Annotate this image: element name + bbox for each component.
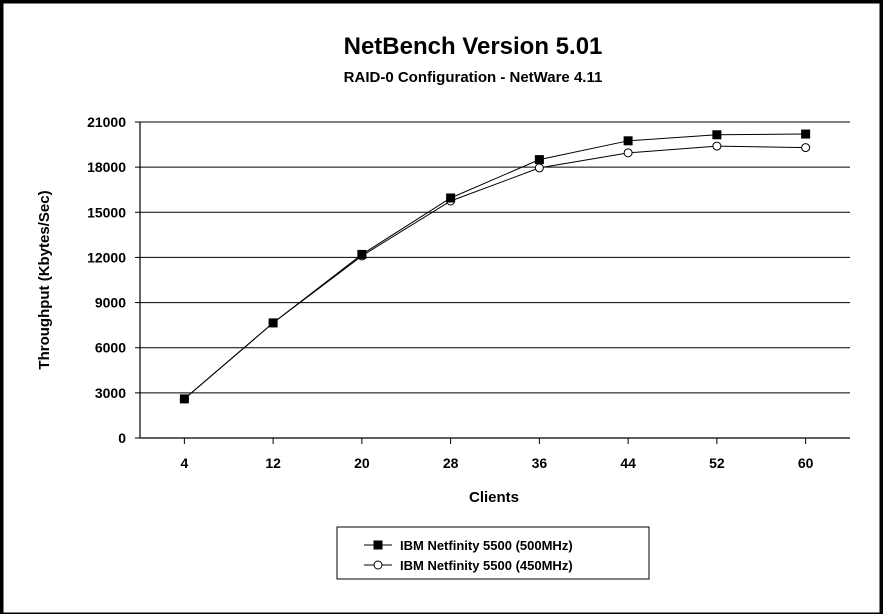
data-point [534,163,544,173]
y-tick-label: 6000 [95,340,126,356]
y-tick-label: 9000 [95,295,126,311]
data-point [801,143,811,153]
data-point [623,148,633,158]
series-layer [179,129,811,404]
x-tick-label: 12 [265,455,281,471]
x-tick-label: 60 [798,455,814,471]
x-tick-label: 28 [443,455,459,471]
y-tick-label: 12000 [87,249,126,265]
data-point [534,155,544,165]
data-point [357,249,367,259]
data-point [623,136,633,146]
x-axis-label: Clients [469,489,519,506]
x-tick-label: 20 [354,455,370,471]
x-axis: 4 12 20 28 36 44 52 60 [140,437,850,471]
plot-area [140,121,850,394]
data-point [179,394,189,404]
legend-box [336,526,650,580]
x-tick-label: 44 [620,455,636,471]
data-point [712,141,722,151]
y-axis-label: Throughput (Kbytes/Sec) [36,190,53,369]
legend-marker [373,540,383,550]
x-tick-label: 4 [180,455,188,471]
series-line [184,133,806,400]
data-point [712,130,722,140]
legend-marker [373,560,383,570]
y-axis: 0 3000 6000 9000 12000 15000 18000 21000 [87,114,141,446]
data-point [446,193,456,203]
legend-label: IBM Netfinity 5500 (500MHz) [400,538,573,553]
y-tick-label: 0 [118,430,126,446]
y-tick-label: 18000 [87,159,126,175]
data-point [268,318,278,328]
series-1 [179,129,811,404]
data-point [801,129,811,139]
legend: IBM Netfinity 5500 (500MHz) IBM Netfinity… [336,526,650,580]
y-tick-label: 15000 [87,204,126,220]
y-tick-label: 3000 [95,385,126,401]
x-tick-label: 36 [532,455,548,471]
legend-label: IBM Netfinity 5500 (450MHz) [400,558,573,573]
y-tick-label: 21000 [87,114,126,130]
chart-subtitle: RAID-0 Configuration - NetWare 4.11 [344,69,603,86]
x-tick-label: 52 [709,455,725,471]
chart-title: NetBench Version 5.01 [344,33,603,60]
